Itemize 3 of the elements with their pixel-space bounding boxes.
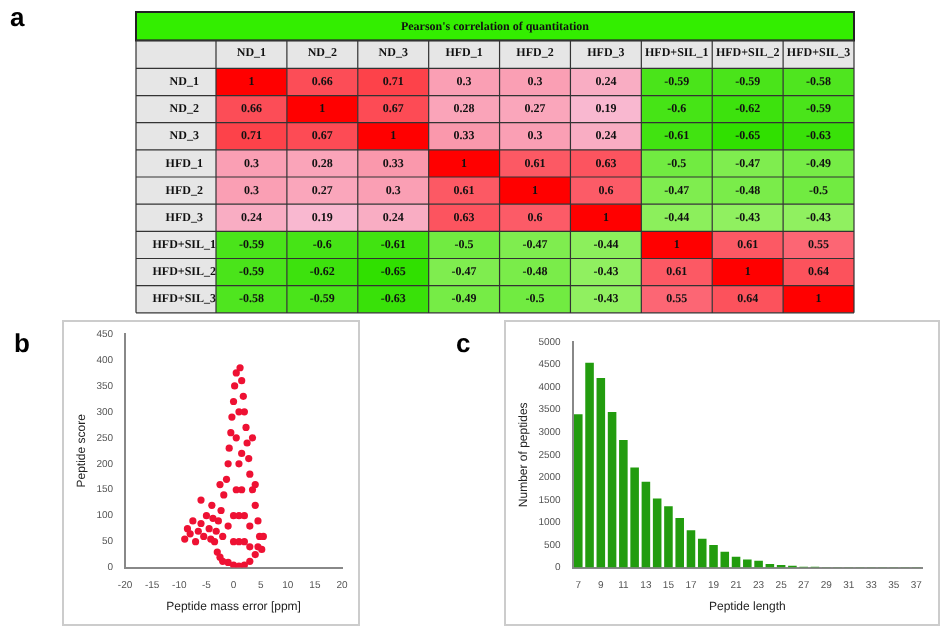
text: b: [14, 328, 30, 358]
text: a: [10, 2, 25, 32]
text: c: [456, 328, 471, 358]
